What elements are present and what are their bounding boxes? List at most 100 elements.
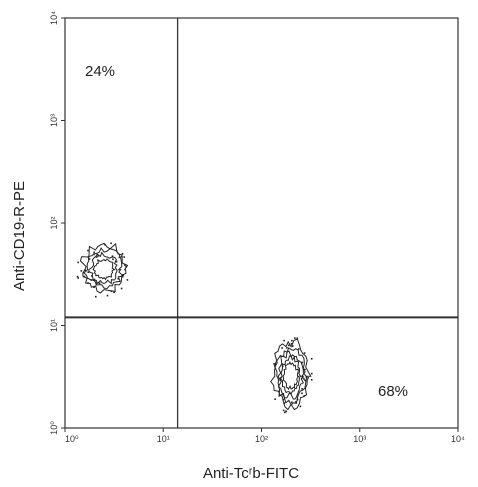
event-dot (93, 253, 95, 256)
event-dot (125, 265, 127, 268)
event-dot (98, 282, 101, 285)
event-dot (95, 295, 97, 298)
event-dot (91, 275, 93, 277)
event-dot (121, 253, 124, 255)
event-dot (282, 409, 285, 412)
contour-line (282, 361, 300, 391)
event-dot (121, 255, 123, 258)
event-dot (301, 376, 304, 378)
event-dot (310, 358, 313, 360)
event-dot (274, 398, 276, 400)
contour-line (88, 251, 118, 285)
event-dot (123, 256, 125, 258)
event-dot (291, 401, 293, 403)
event-dot (304, 368, 306, 371)
event-dot (121, 275, 124, 278)
event-dot (283, 402, 285, 404)
event-dot (77, 261, 79, 264)
event-dot (110, 290, 113, 293)
event-dot (118, 256, 121, 259)
y-axis-title: Anti-CD19-R-PE (11, 181, 28, 291)
event-dot (285, 410, 287, 413)
event-dot (303, 378, 305, 380)
event-dot (84, 269, 86, 271)
contour-layer (76, 242, 313, 414)
event-dot (273, 363, 275, 365)
event-dot (303, 395, 305, 397)
event-dot (112, 258, 114, 261)
x-tick-label: 10¹ (157, 434, 170, 444)
event-dot (88, 258, 91, 260)
event-dot (311, 372, 313, 375)
event-dot (95, 256, 98, 258)
event-dot (126, 279, 129, 281)
contour-line (270, 338, 312, 411)
event-dot (120, 287, 123, 290)
quadrant-label-upper-left: 24% (85, 63, 115, 80)
event-dot (281, 365, 284, 367)
event-dot (291, 339, 293, 342)
event-dot (280, 376, 282, 379)
event-dot (301, 392, 303, 395)
event-dot (90, 279, 93, 281)
event-dot (301, 377, 304, 379)
event-dot (310, 379, 313, 381)
event-dot (281, 347, 283, 349)
quadrant-gates (65, 18, 458, 428)
y-axis-ticks: 10⁰ 10¹ 10² 10³ 10⁴ (49, 11, 65, 435)
x-axis-title: Anti-Tcʳb-FITC (203, 465, 299, 482)
event-dot (294, 401, 297, 403)
plot-frame (64, 17, 459, 429)
event-dot (115, 260, 118, 263)
contour-line (279, 355, 302, 396)
event-dot (299, 405, 302, 408)
event-dot (93, 278, 96, 281)
x-tick-label: 10⁰ (65, 434, 79, 444)
event-dot (106, 294, 109, 297)
contour-line (79, 242, 129, 294)
event-dot (282, 398, 285, 401)
contour-line (273, 347, 309, 406)
event-dot (286, 347, 288, 349)
x-tick-label: 10⁴ (451, 434, 465, 444)
event-dot (87, 282, 89, 284)
event-dot (83, 275, 86, 278)
event-dot (294, 337, 296, 339)
y-tick-label: 10⁴ (49, 11, 59, 25)
event-dot (287, 344, 290, 347)
x-tick-label: 10³ (353, 434, 366, 444)
event-dot (113, 291, 115, 294)
event-dot (283, 339, 285, 342)
event-dot (301, 361, 304, 364)
event-dot (117, 277, 119, 280)
event-dot (284, 411, 286, 414)
quadrant-label-lower-right: 68% (378, 383, 408, 400)
event-dot (77, 277, 79, 279)
x-axis-ticks: 10⁰ 10¹ 10² 10³ 10⁴ (64, 428, 465, 444)
event-dot (304, 379, 306, 382)
event-dot (274, 363, 276, 366)
x-tick-label: 10² (255, 434, 268, 444)
event-dot (76, 275, 79, 278)
event-dot (87, 271, 89, 273)
event-dot (97, 255, 99, 257)
event-dot (303, 352, 306, 354)
contour-line (83, 247, 125, 290)
event-dot (122, 274, 125, 276)
contour-line (92, 258, 116, 281)
y-tick-label: 10¹ (49, 319, 59, 332)
event-dot (296, 398, 299, 401)
event-dot (93, 251, 95, 254)
event-dot (104, 243, 106, 246)
event-dot (290, 343, 293, 345)
event-dot (111, 255, 114, 257)
y-tick-label: 10² (49, 216, 59, 229)
event-dot (279, 379, 282, 382)
event-dot (305, 376, 308, 379)
event-dot (292, 345, 294, 347)
event-dot (87, 249, 89, 252)
event-dot (80, 270, 83, 272)
y-tick-label: 10⁰ (49, 421, 59, 435)
event-dot (301, 388, 303, 390)
event-dot (110, 242, 112, 245)
